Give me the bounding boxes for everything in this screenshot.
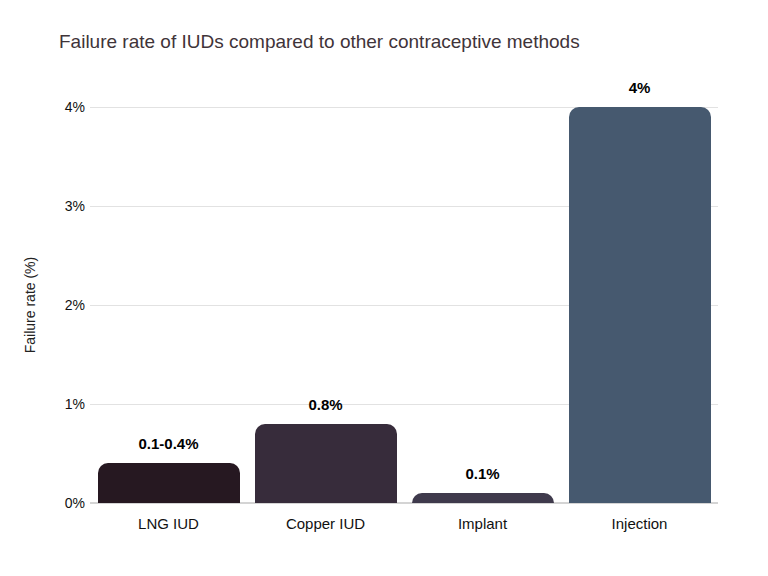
value-label-injection: 4% (569, 78, 711, 98)
bar-copper-iud (255, 424, 397, 503)
value-label-copper-iud: 0.8% (255, 395, 397, 415)
value-label-implant: 0.1% (412, 464, 554, 484)
bar-lng-iud (98, 463, 240, 503)
y-tick-label-4%: 4% (25, 98, 85, 116)
chart-title: Failure rate of IUDs compared to other c… (59, 26, 699, 58)
x-tick-label-copper-iud: Copper IUD (247, 514, 404, 534)
x-tick-label-implant: Implant (404, 514, 561, 534)
y-tick-label-0%: 0% (25, 494, 85, 512)
bar-implant (412, 493, 554, 503)
y-tick-label-1%: 1% (25, 395, 85, 413)
chart-container: Failure rate of IUDs compared to other c… (0, 0, 768, 576)
y-tick-label-2%: 2% (25, 296, 85, 314)
x-tick-label-lng-iud: LNG IUD (90, 514, 247, 534)
value-label-lng-iud: 0.1-0.4% (98, 434, 240, 454)
bar-injection (569, 107, 711, 503)
x-tick-label-injection: Injection (561, 514, 718, 534)
y-tick-label-3%: 3% (25, 197, 85, 215)
